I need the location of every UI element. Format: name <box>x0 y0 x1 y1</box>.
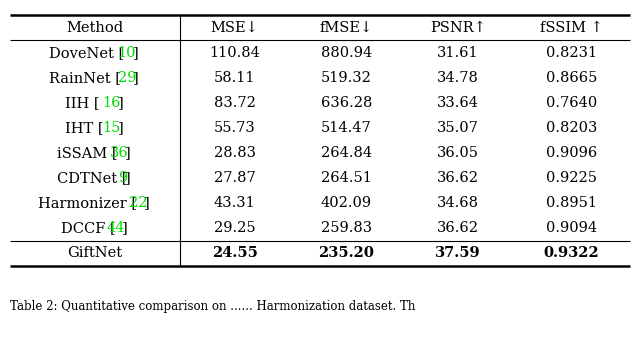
Text: IHT [: IHT [ <box>65 121 103 135</box>
Text: 9: 9 <box>118 171 127 185</box>
Text: 519.32: 519.32 <box>321 71 372 85</box>
Text: IIH [: IIH [ <box>65 96 99 110</box>
Text: MSE↓: MSE↓ <box>211 21 259 35</box>
Text: 880.94: 880.94 <box>321 46 372 60</box>
Text: ]: ] <box>133 46 139 60</box>
Text: 16: 16 <box>102 96 121 110</box>
Text: 0.9322: 0.9322 <box>543 247 599 261</box>
Text: 24.55: 24.55 <box>212 247 257 261</box>
Text: 31.61: 31.61 <box>437 46 479 60</box>
Text: 43.31: 43.31 <box>214 196 255 210</box>
Text: 37.59: 37.59 <box>435 247 481 261</box>
Text: fSSIM ↑: fSSIM ↑ <box>540 21 603 35</box>
Text: Method: Method <box>67 21 124 35</box>
Text: 36.62: 36.62 <box>437 171 479 185</box>
Text: 402.09: 402.09 <box>321 196 372 210</box>
Text: RainNet [: RainNet [ <box>49 71 122 85</box>
Text: 514.47: 514.47 <box>321 121 372 135</box>
Text: 264.51: 264.51 <box>321 171 372 185</box>
Text: DCCF [: DCCF [ <box>61 221 116 235</box>
Text: 34.68: 34.68 <box>437 196 479 210</box>
Text: 55.73: 55.73 <box>214 121 255 135</box>
Text: Table 2: Quantitative comparison on ...... Harmonization dataset. Th: Table 2: Quantitative comparison on ....… <box>10 300 415 313</box>
Text: 636.28: 636.28 <box>321 96 372 110</box>
Text: 35.07: 35.07 <box>437 121 479 135</box>
Text: ]: ] <box>144 196 150 210</box>
Text: iSSAM [: iSSAM [ <box>57 146 118 160</box>
Text: 0.7640: 0.7640 <box>546 96 597 110</box>
Text: 259.83: 259.83 <box>321 221 372 235</box>
Text: 0.8231: 0.8231 <box>546 46 597 60</box>
Text: 44: 44 <box>106 221 125 235</box>
Text: PSNR↑: PSNR↑ <box>430 21 486 35</box>
Text: 264.84: 264.84 <box>321 146 372 160</box>
Text: 110.84: 110.84 <box>209 46 260 60</box>
Text: 36: 36 <box>110 146 129 160</box>
Text: 29: 29 <box>118 71 136 85</box>
Text: 58.11: 58.11 <box>214 71 255 85</box>
Text: 33.64: 33.64 <box>437 96 479 110</box>
Text: ]: ] <box>125 146 131 160</box>
Text: 36.05: 36.05 <box>437 146 479 160</box>
Text: 0.8665: 0.8665 <box>546 71 597 85</box>
Text: fMSE↓: fMSE↓ <box>320 21 373 35</box>
Text: 235.20: 235.20 <box>319 247 374 261</box>
Text: ]: ] <box>118 121 124 135</box>
Text: CDTNet [: CDTNet [ <box>57 171 127 185</box>
Text: 0.9096: 0.9096 <box>546 146 597 160</box>
Text: 29.25: 29.25 <box>214 221 255 235</box>
Text: 22: 22 <box>129 196 148 210</box>
Text: 36.62: 36.62 <box>437 221 479 235</box>
Text: 28.83: 28.83 <box>214 146 255 160</box>
Text: ]: ] <box>125 171 131 185</box>
Text: 0.8951: 0.8951 <box>546 196 597 210</box>
Text: DoveNet [: DoveNet [ <box>49 46 125 60</box>
Text: 83.72: 83.72 <box>214 96 255 110</box>
Text: ]: ] <box>133 71 139 85</box>
Text: 10: 10 <box>118 46 136 60</box>
Text: 34.78: 34.78 <box>437 71 479 85</box>
Text: ]: ] <box>118 96 124 110</box>
Text: 27.87: 27.87 <box>214 171 255 185</box>
Text: GiftNet: GiftNet <box>67 247 122 261</box>
Text: 0.9225: 0.9225 <box>546 171 597 185</box>
Text: 0.9094: 0.9094 <box>546 221 597 235</box>
Text: 15: 15 <box>102 121 121 135</box>
Text: Harmonizer [: Harmonizer [ <box>38 196 137 210</box>
Text: ]: ] <box>122 221 127 235</box>
Text: 0.8203: 0.8203 <box>546 121 597 135</box>
